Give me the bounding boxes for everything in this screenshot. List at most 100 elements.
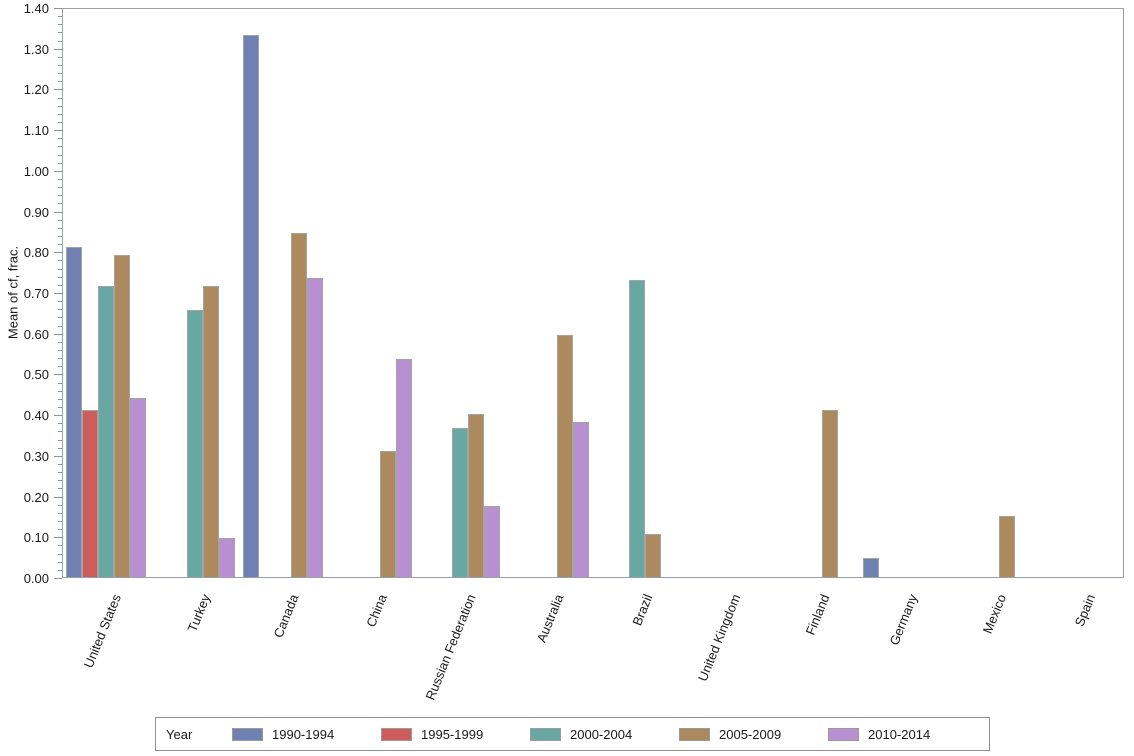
y-minor-tick (58, 73, 62, 74)
plot-area (62, 8, 1124, 578)
y-minor-tick (58, 440, 62, 441)
y-major-tick (54, 212, 62, 213)
x-tick-label: China (363, 592, 390, 630)
bar-1990-1994-canada (243, 35, 259, 577)
y-minor-tick (58, 285, 62, 286)
y-tick-label: 0.60 (23, 327, 49, 342)
y-minor-tick (58, 407, 62, 408)
bar-2005-2009-finland (822, 410, 838, 577)
y-minor-tick (58, 431, 62, 432)
y-tick-label: 0.10 (23, 530, 49, 545)
x-tick-label: Russian Federation (422, 592, 479, 703)
y-major-tick (54, 252, 62, 253)
y-minor-tick (58, 32, 62, 33)
x-tick-label: Germany (886, 592, 921, 648)
y-major-tick (54, 89, 62, 90)
x-tick-label: Brazil (629, 592, 656, 628)
y-minor-tick (58, 155, 62, 156)
y-minor-tick (58, 391, 62, 392)
y-minor-tick (58, 269, 62, 270)
y-minor-tick (58, 146, 62, 147)
bar-2010-2014-russian-federation (484, 506, 500, 577)
y-minor-tick (58, 301, 62, 302)
y-major-tick (54, 49, 62, 50)
bar-2005-2009-australia (557, 335, 573, 577)
y-minor-tick (58, 179, 62, 180)
y-minor-tick (58, 163, 62, 164)
y-tick-label: 1.00 (23, 164, 49, 179)
y-minor-tick (58, 260, 62, 261)
bar-2010-2014-australia (573, 422, 589, 577)
legend-label: 1990-1994 (272, 726, 335, 742)
y-minor-tick (58, 65, 62, 66)
y-major-tick (54, 374, 62, 375)
legend-label: 2000-2004 (570, 726, 633, 742)
legend-label: 1995-1999 (421, 726, 484, 742)
y-tick-label: 0.00 (23, 571, 49, 586)
y-minor-tick (58, 317, 62, 318)
y-tick-label: 0.70 (23, 286, 49, 301)
y-tick-label: 0.80 (23, 245, 49, 260)
legend: Year 1990-1994 1995-1999 2000-2004 2005-200… (155, 717, 990, 751)
y-minor-tick (58, 480, 62, 481)
y-tick-label: 1.20 (23, 82, 49, 97)
y-minor-tick (58, 488, 62, 489)
bar-2005-2009-mexico (999, 516, 1015, 577)
bar-2000-2004-brazil (629, 280, 645, 577)
y-major-tick (54, 334, 62, 335)
y-minor-tick (58, 57, 62, 58)
y-minor-tick (58, 122, 62, 123)
legend-entry-2010-2014: 2010-2014 (828, 727, 977, 742)
y-tick-label: 0.20 (23, 490, 49, 505)
y-minor-tick (58, 464, 62, 465)
y-minor-tick (58, 529, 62, 530)
y-major-tick (54, 578, 62, 579)
y-minor-tick (58, 350, 62, 351)
y-tick-label: 1.40 (23, 1, 49, 16)
y-minor-tick (58, 562, 62, 563)
y-minor-tick (58, 195, 62, 196)
bar-2005-2009-russian-federation (468, 414, 484, 577)
y-minor-tick (58, 187, 62, 188)
bar-2010-2014-china (396, 359, 412, 577)
y-tick-label: 0.30 (23, 449, 49, 464)
legend-entry-2000-2004: 2000-2004 (530, 727, 679, 742)
y-minor-tick (58, 41, 62, 42)
bar-2005-2009-brazil (645, 534, 661, 577)
y-major-tick (54, 171, 62, 172)
legend-swatch-icon (530, 727, 561, 741)
y-minor-tick (58, 98, 62, 99)
legend-entry-2005-2009: 2005-2009 (679, 727, 828, 742)
y-minor-tick (58, 309, 62, 310)
y-minor-tick (58, 244, 62, 245)
y-major-tick (54, 415, 62, 416)
bar-2000-2004-russian-federation (452, 428, 468, 577)
y-major-tick (54, 497, 62, 498)
y-major-tick (54, 293, 62, 294)
bar-1995-1999-united-states (82, 410, 98, 577)
y-minor-tick (58, 277, 62, 278)
legend-swatch-icon (381, 727, 412, 741)
bar-2010-2014-united-states (130, 398, 146, 577)
x-tick-label: United Kingdom (695, 592, 744, 684)
y-minor-tick (58, 138, 62, 139)
y-minor-tick (58, 220, 62, 221)
x-tick-label: Mexico (979, 592, 1010, 636)
y-minor-tick (58, 228, 62, 229)
y-minor-tick (58, 24, 62, 25)
legend-title: Year (166, 726, 193, 742)
bar-1990-1994-germany (863, 558, 879, 577)
legend-label: 2005-2009 (719, 726, 782, 742)
y-minor-tick (58, 505, 62, 506)
y-minor-tick (58, 16, 62, 17)
y-minor-tick (58, 203, 62, 204)
legend-swatch-icon (679, 727, 710, 741)
bar-2010-2014-turkey (219, 538, 235, 577)
y-tick-label: 0.90 (23, 205, 49, 220)
y-tick-label: 0.50 (23, 367, 49, 382)
bar-2000-2004-turkey (187, 310, 203, 577)
x-tick-label: Spain (1071, 592, 1098, 629)
y-minor-tick (58, 81, 62, 82)
y-minor-tick (58, 366, 62, 367)
y-minor-tick (58, 554, 62, 555)
